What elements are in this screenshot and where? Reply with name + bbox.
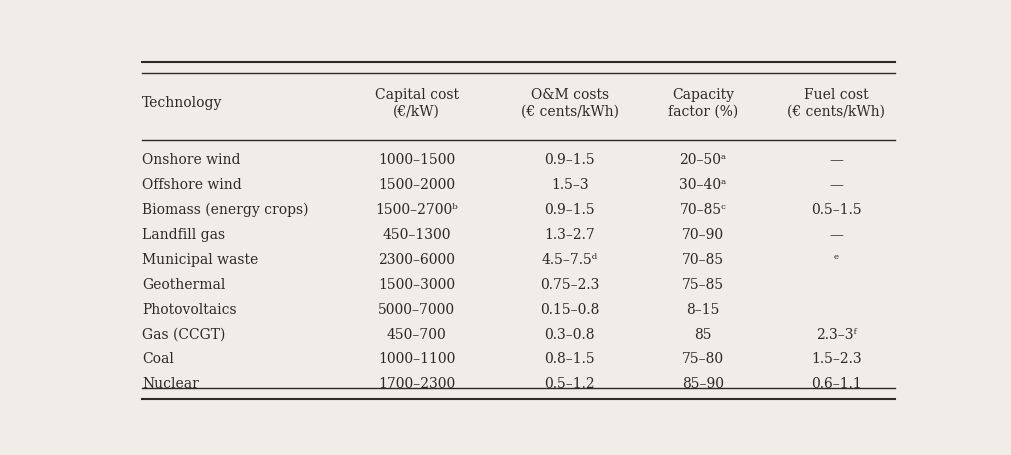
Text: 0.9–1.5: 0.9–1.5 — [544, 153, 594, 167]
Text: 1000–1500: 1000–1500 — [378, 153, 455, 167]
Text: 70–85: 70–85 — [681, 252, 723, 266]
Text: 85–90: 85–90 — [681, 377, 723, 390]
Text: 1500–2700ᵇ: 1500–2700ᵇ — [375, 202, 458, 217]
Text: 30–40ᵃ: 30–40ᵃ — [678, 177, 726, 192]
Text: Photovoltaics: Photovoltaics — [142, 302, 237, 316]
Text: Coal: Coal — [142, 352, 174, 366]
Text: 1.5–3: 1.5–3 — [550, 177, 587, 192]
Text: Biomass (energy crops): Biomass (energy crops) — [142, 202, 308, 217]
Text: Nuclear: Nuclear — [142, 377, 199, 390]
Text: 85: 85 — [694, 327, 711, 341]
Text: 5000–7000: 5000–7000 — [378, 302, 455, 316]
Text: 0.5–1.5: 0.5–1.5 — [810, 202, 860, 217]
Text: 450–700: 450–700 — [386, 327, 446, 341]
Text: 0.75–2.3: 0.75–2.3 — [540, 277, 599, 291]
Text: Capital cost
(€/kW): Capital cost (€/kW) — [374, 88, 458, 118]
Text: 70–90: 70–90 — [681, 228, 723, 241]
Text: 75–80: 75–80 — [681, 352, 723, 366]
Text: Geothermal: Geothermal — [142, 277, 225, 291]
Text: 1500–2000: 1500–2000 — [378, 177, 455, 192]
Text: 1500–3000: 1500–3000 — [378, 277, 455, 291]
Text: 2.3–3ᶠ: 2.3–3ᶠ — [815, 327, 855, 341]
Text: 4.5–7.5ᵈ: 4.5–7.5ᵈ — [541, 252, 598, 266]
Text: 0.15–0.8: 0.15–0.8 — [540, 302, 599, 316]
Text: —: — — [829, 228, 842, 241]
Text: O&M costs
(€ cents/kWh): O&M costs (€ cents/kWh) — [520, 88, 618, 118]
Text: 8–15: 8–15 — [685, 302, 719, 316]
Text: 1.5–2.3: 1.5–2.3 — [810, 352, 860, 366]
Text: 1700–2300: 1700–2300 — [378, 377, 455, 390]
Text: 0.3–0.8: 0.3–0.8 — [544, 327, 594, 341]
Text: 450–1300: 450–1300 — [382, 228, 451, 241]
Text: ᵉ: ᵉ — [833, 252, 838, 266]
Text: —: — — [829, 153, 842, 167]
Text: —: — — [829, 177, 842, 192]
Text: 0.9–1.5: 0.9–1.5 — [544, 202, 594, 217]
Text: 2300–6000: 2300–6000 — [378, 252, 455, 266]
Text: Capacity
factor (%): Capacity factor (%) — [667, 88, 737, 118]
Text: 70–85ᶜ: 70–85ᶜ — [678, 202, 726, 217]
Text: Onshore wind: Onshore wind — [142, 153, 241, 167]
Text: 0.8–1.5: 0.8–1.5 — [544, 352, 594, 366]
Text: 0.5–1.2: 0.5–1.2 — [544, 377, 594, 390]
Text: Fuel cost
(€ cents/kWh): Fuel cost (€ cents/kWh) — [787, 88, 885, 118]
Text: 1.3–2.7: 1.3–2.7 — [544, 228, 594, 241]
Text: 20–50ᵃ: 20–50ᵃ — [678, 153, 726, 167]
Text: Technology: Technology — [142, 96, 222, 110]
Text: Municipal waste: Municipal waste — [142, 252, 258, 266]
Text: Offshore wind: Offshore wind — [142, 177, 242, 192]
Text: Landfill gas: Landfill gas — [142, 228, 225, 241]
Text: 75–85: 75–85 — [681, 277, 723, 291]
Text: 1000–1100: 1000–1100 — [378, 352, 455, 366]
Text: 0.6–1.1: 0.6–1.1 — [810, 377, 860, 390]
Text: Gas (CCGT): Gas (CCGT) — [142, 327, 225, 341]
